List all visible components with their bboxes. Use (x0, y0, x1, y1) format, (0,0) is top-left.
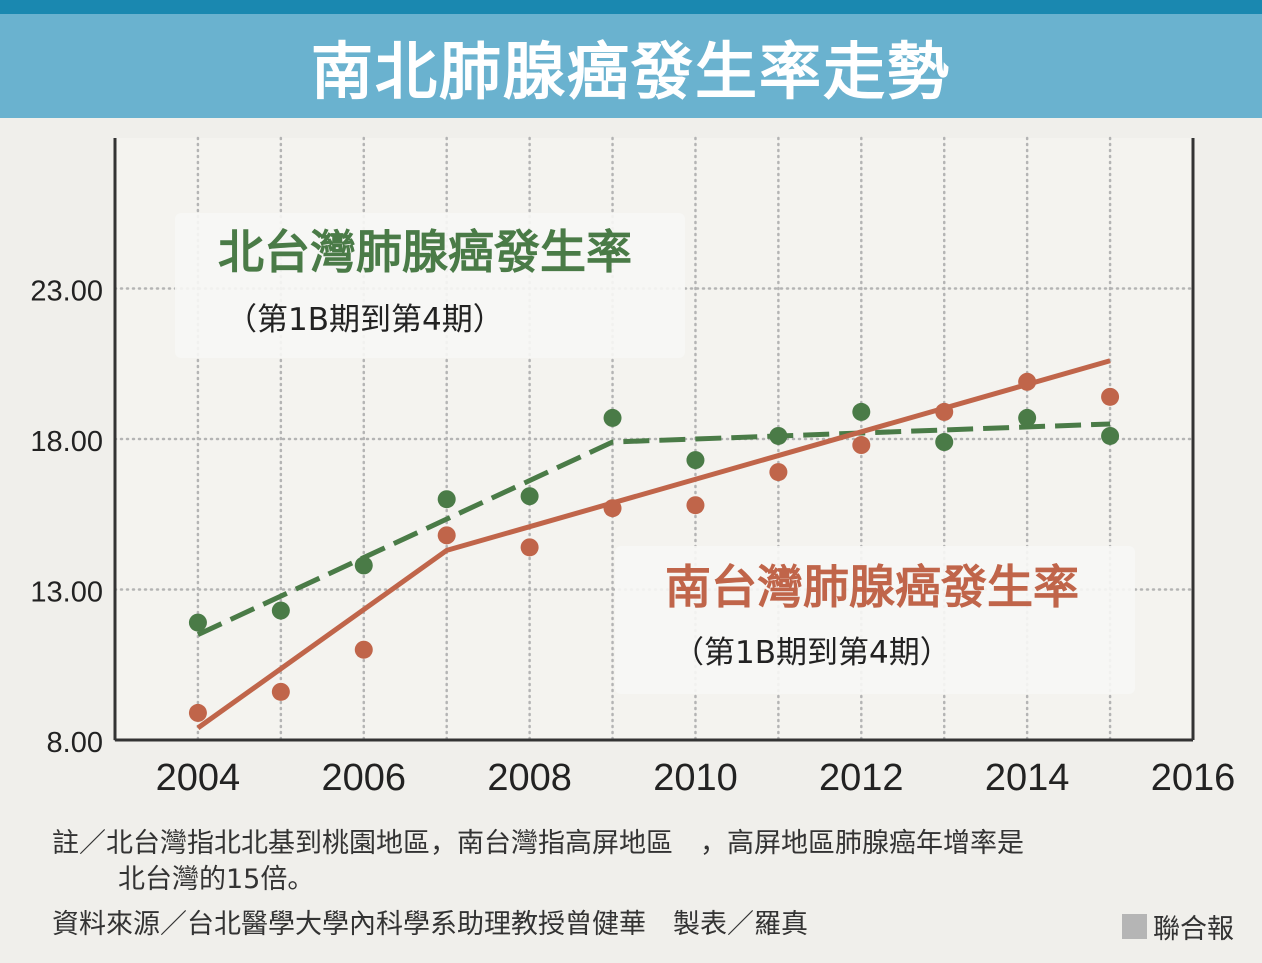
south-data-point (437, 526, 456, 545)
south-data-point (852, 436, 871, 455)
north-data-point (603, 408, 622, 427)
source-credit: 資料來源／台北醫學大學內科學系助理教授曾健華 製表／羅真 (52, 909, 808, 940)
x-tick-label: 2006 (321, 757, 406, 799)
y-tick-label: 13.00 (30, 577, 103, 609)
north-series-sublabel: （第1B期到第4期） (226, 302, 504, 338)
south-label-background (615, 546, 1135, 694)
x-tick-label: 2008 (487, 757, 572, 799)
publisher-brand: 聯合報 (1122, 907, 1234, 946)
south-data-point (686, 496, 705, 515)
y-tick-label: 18.00 (30, 426, 103, 458)
south-data-point (271, 682, 290, 701)
south-data-point (935, 402, 954, 421)
x-tick-label: 2014 (985, 757, 1070, 799)
chart-title: 南北肺腺癌發生率走勢 (310, 35, 951, 108)
north-data-point (852, 402, 871, 421)
footnote-line-2: 北台灣的15倍。 (118, 864, 315, 895)
line-chart: 8.00 13.00 18.00 23.00 2004 2006 2008 2010 2012 2… (30, 136, 1236, 799)
x-tick-label: 2010 (653, 757, 738, 799)
north-label-background (175, 213, 685, 358)
north-data-point (271, 601, 290, 620)
x-tick-label: 2012 (819, 757, 904, 799)
south-data-point (1018, 372, 1037, 391)
brand-square-icon (1122, 914, 1147, 939)
y-tick-label: 8.00 (47, 727, 103, 759)
north-data-point (437, 490, 456, 509)
south-trend-line (196, 358, 1111, 730)
north-series-label: 北台灣肺腺癌發生率 (218, 225, 632, 279)
north-data-point (354, 556, 373, 575)
south-series-sublabel: （第1B期到第4期） (673, 635, 951, 671)
south-data-point (603, 499, 622, 518)
north-data-point (935, 433, 954, 452)
footnote: 註／北台灣指北北基到桃園地區，南台灣指高屏地區 ，高屏地區肺腺癌年增率是 北台灣… (52, 826, 1024, 898)
south-data-point (354, 640, 373, 659)
south-series-label: 南台灣肺腺癌發生率 (665, 560, 1079, 614)
south-data-point (769, 463, 788, 482)
south-data-point (188, 703, 207, 722)
north-data-point (1101, 426, 1120, 445)
footnote-line-1: 註／北台灣指北北基到桃園地區，南台灣指高屏地區 ，高屏地區肺腺癌年增率是 (52, 828, 1024, 859)
brand-name: 聯合報 (1153, 914, 1234, 945)
x-tick-label: 2004 (156, 757, 241, 799)
north-trend-line (196, 421, 1111, 637)
title-banner: 南北肺腺癌發生率走勢 (0, 14, 1262, 118)
north-data-point (520, 487, 539, 506)
south-data-point (520, 538, 539, 557)
x-tick-label: 2016 (1151, 757, 1236, 799)
north-data-point (769, 426, 788, 445)
top-accent-bar (0, 0, 1262, 14)
north-data-point (188, 613, 207, 632)
south-data-point (1101, 387, 1120, 406)
north-data-point (686, 451, 705, 470)
y-tick-label: 23.00 (30, 276, 103, 308)
north-data-point (1018, 408, 1037, 427)
